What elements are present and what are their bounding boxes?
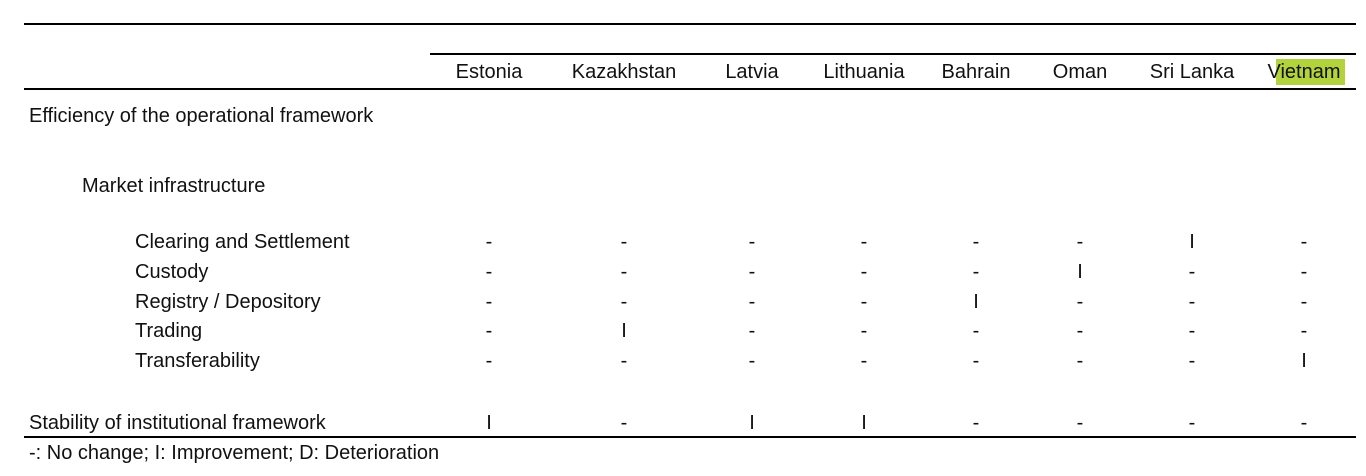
cell: - (1188, 350, 1196, 372)
cell: - (485, 320, 493, 343)
cell: - (1188, 260, 1196, 283)
column-header: Vietnam (1267, 61, 1341, 83)
bottom-rule (24, 436, 1356, 438)
column-header: Oman (1052, 61, 1108, 83)
subsection-label: Market infrastructure (82, 175, 266, 197)
column-header: Kazakhstan (571, 61, 677, 83)
cell: - (620, 290, 628, 313)
header-bottom-rule (24, 88, 1356, 90)
cell: I (749, 412, 755, 434)
column-header: Lithuania (823, 61, 905, 83)
cell: - (860, 231, 868, 253)
cell: - (1076, 350, 1084, 372)
cell: - (972, 412, 980, 434)
cell: - (1188, 412, 1196, 434)
cell: - (620, 260, 628, 283)
column-header: Latvia (725, 61, 779, 83)
row-label: Clearing and Settlement (135, 231, 350, 253)
cell: - (620, 412, 628, 434)
row-label: Trading (135, 320, 203, 343)
cell: - (1300, 260, 1308, 283)
cell: - (1076, 412, 1084, 434)
cell: I (486, 412, 492, 434)
cell: I (1301, 350, 1307, 372)
cell: I (1077, 260, 1083, 283)
cell: - (620, 350, 628, 372)
header-rule (430, 53, 1356, 55)
cell: - (1188, 290, 1196, 313)
cell: - (485, 260, 493, 283)
cell: - (485, 231, 493, 253)
cell: - (972, 320, 980, 343)
cell: I (621, 320, 627, 343)
cell: I (973, 290, 979, 313)
cell: - (1300, 231, 1308, 253)
cell: I (861, 412, 867, 434)
column-header: Sri Lanka (1149, 61, 1235, 83)
cell: - (748, 320, 756, 343)
row-label: Transferability (135, 350, 260, 372)
cell: - (748, 231, 756, 253)
cell: - (1076, 231, 1084, 253)
row-label: Registry / Depository (135, 290, 321, 313)
row-label: Custody (135, 260, 209, 283)
cell: - (1300, 412, 1308, 434)
section-label: Efficiency of the operational framework (29, 105, 374, 127)
cell: I (1189, 231, 1195, 253)
cell: - (972, 350, 980, 372)
cell: - (620, 231, 628, 253)
cell: - (860, 290, 868, 313)
cell: - (748, 290, 756, 313)
cell: - (485, 350, 493, 372)
column-header: Estonia (455, 61, 523, 83)
column-header: Bahrain (941, 61, 1011, 83)
cell: - (972, 260, 980, 283)
cell: - (860, 260, 868, 283)
section-label: Stability of institutional framework (29, 412, 326, 434)
highlight (1276, 59, 1345, 85)
cell: - (1076, 290, 1084, 313)
cell: - (748, 350, 756, 372)
cell: - (1188, 320, 1196, 343)
cell: - (485, 290, 493, 313)
top-rule (24, 23, 1356, 25)
cell: - (1076, 320, 1084, 343)
cell: - (972, 231, 980, 253)
cell: - (860, 320, 868, 343)
cell: - (748, 260, 756, 283)
cell: - (860, 350, 868, 372)
cell: - (1300, 290, 1308, 313)
cell: - (1300, 320, 1308, 343)
footnote: -: No change; I: Improvement; D: Deterio… (29, 442, 440, 464)
